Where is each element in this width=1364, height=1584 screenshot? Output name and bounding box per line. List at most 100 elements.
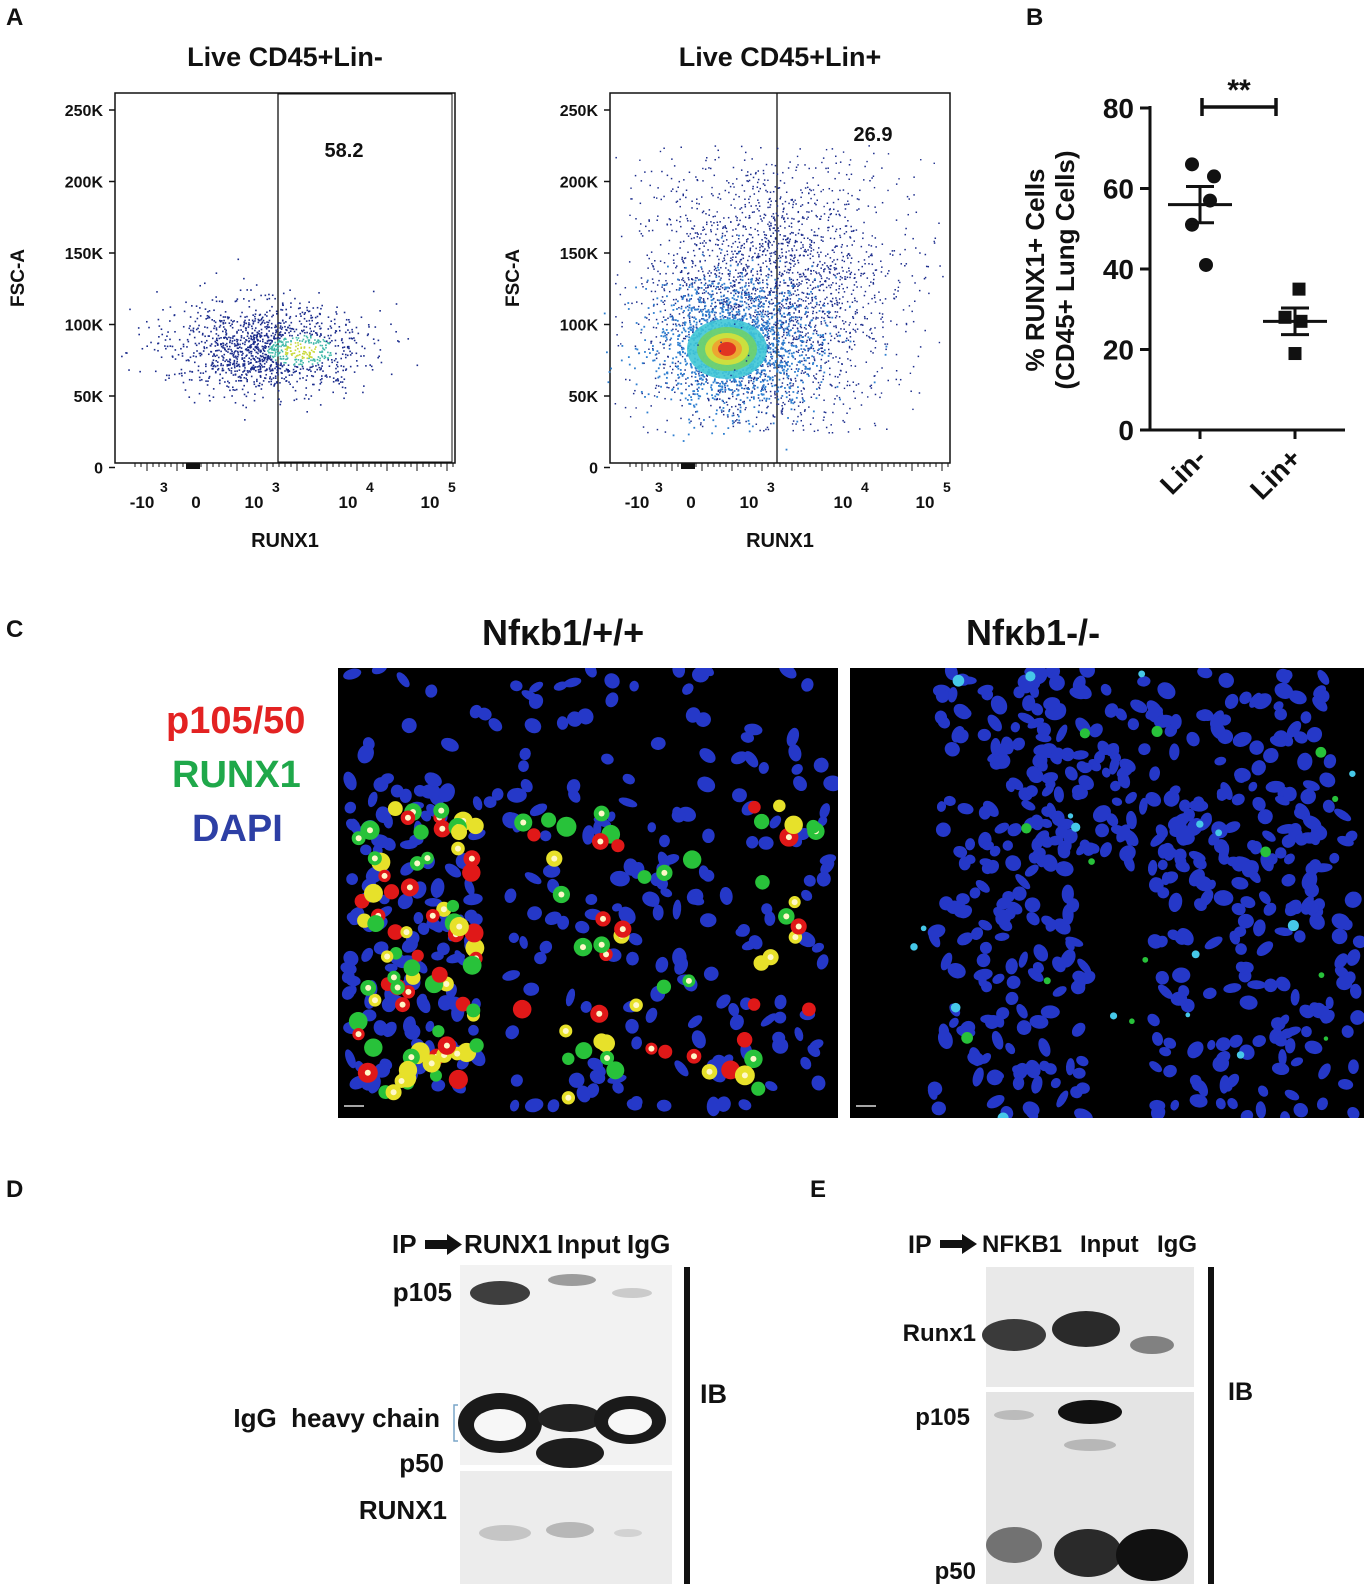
- western-blot-e: IP NFKB1 Input IgG Runx1 p105 p50 IB: [903, 1231, 1253, 1584]
- arrow-right-icon: [425, 1234, 462, 1255]
- ip-label-d: IP: [392, 1229, 417, 1259]
- micrograph-title-wt: Nfκb1/+/+: [482, 612, 645, 653]
- ib-label-e: IB: [1228, 1378, 1253, 1406]
- y-axis-label: % RUNX1+ Cells: [1020, 168, 1050, 371]
- y-tick-label: 150K: [65, 246, 104, 263]
- x-axis-label: RUNX1: [746, 530, 814, 552]
- y-tick-label: 40: [1103, 254, 1134, 285]
- y-tick-label: 60: [1103, 174, 1134, 205]
- y-tick-label: 250K: [560, 103, 599, 120]
- x-tick-exponent: 4: [861, 479, 869, 495]
- x-tick-label: 0: [191, 493, 200, 512]
- arrow-right-icon: [940, 1234, 977, 1254]
- x-category-label: Lin+: [1244, 442, 1307, 505]
- x-tick-label: 10: [245, 493, 264, 512]
- stain-legend-dapi: DAPI: [192, 808, 283, 850]
- stained-cells: [910, 670, 1356, 1118]
- x-tick-exponent: 3: [767, 479, 775, 495]
- row-label-runx1-e: Runx1: [903, 1320, 976, 1347]
- y-tick-label: 0: [1118, 415, 1134, 446]
- western-blot-d: IP RUNX1 Input IgG p105 IgG heavy chain …: [233, 1229, 727, 1584]
- x-tick-exponent: 5: [943, 479, 951, 495]
- row-label-p50-d: p50: [399, 1448, 444, 1478]
- data-point: [1185, 217, 1199, 232]
- y-tick-label: 80: [1103, 93, 1134, 124]
- y-axis-label: (CD45+ Lung Cells): [1050, 150, 1080, 389]
- panel-letter-a: A: [6, 4, 24, 31]
- ip-label-e: IP: [908, 1231, 932, 1259]
- panel-letter-b: B: [1026, 4, 1044, 31]
- lane-label-igg-e: IgG: [1157, 1231, 1197, 1258]
- flow-plot-lin-neg: 250K 200K 150K 100K 50K 0 -10 3 0 10 3 10 4 10 5 FSC-A R…: [8, 92, 456, 552]
- panel-letter-d: D: [6, 1176, 24, 1203]
- y-tick-label: 20: [1103, 335, 1134, 366]
- panel-letter-c: C: [6, 616, 24, 643]
- event-dots: [603, 145, 944, 451]
- y-axis-label: FSC-A: [8, 249, 29, 307]
- x-tick-exponent: 3: [272, 479, 280, 495]
- y-tick-label: 0: [94, 461, 103, 478]
- x-tick-label: -10: [130, 493, 155, 512]
- row-label-p50-e: p50: [935, 1558, 976, 1584]
- cell-nuclei: [927, 668, 1364, 1118]
- y-tick-label: 150K: [560, 246, 599, 263]
- cell-nuclei: [340, 668, 838, 1117]
- flow-plot-title-lin-pos: Live CD45+Lin+: [678, 42, 882, 72]
- x-axis-label: RUNX1: [251, 530, 319, 552]
- y-tick-label: 250K: [65, 103, 104, 120]
- lane-label-igg: IgG: [627, 1229, 670, 1259]
- y-tick-label: 100K: [560, 318, 599, 335]
- lane-label-input-e: Input: [1080, 1231, 1139, 1258]
- lane-label-nfkb1: NFKB1: [982, 1231, 1062, 1258]
- y-tick-label: 200K: [65, 175, 104, 192]
- flow-plot-title-lin-neg: Live CD45+Lin-: [187, 42, 383, 72]
- row-label-runx1-d: RUNX1: [359, 1495, 447, 1525]
- stain-legend-p105: p105/50: [166, 700, 306, 742]
- panel-letter-e: E: [810, 1176, 827, 1203]
- x-tick-label: 10: [421, 493, 440, 512]
- significance-label: **: [1227, 74, 1251, 107]
- x-tick-exponent: 3: [655, 479, 663, 495]
- x-tick-label: 10: [740, 493, 759, 512]
- y-axis-label: FSC-A: [503, 249, 524, 307]
- row-label-p105-e: p105: [915, 1404, 970, 1431]
- gate-percentage: 26.9: [854, 124, 893, 146]
- x-category-label: Lin-: [1154, 442, 1212, 500]
- x-tick-exponent: 3: [160, 479, 168, 495]
- event-dots: [121, 258, 419, 421]
- gate-percentage: 58.2: [325, 140, 364, 162]
- y-tick-label: 200K: [560, 175, 599, 192]
- micrograph-ko: [850, 668, 1364, 1118]
- lane-label-runx1: RUNX1: [464, 1229, 552, 1259]
- y-tick-label: 50K: [569, 389, 599, 406]
- data-point: [1199, 257, 1213, 272]
- data-point: [1207, 169, 1221, 184]
- stain-legend-runx1: RUNX1: [172, 754, 301, 796]
- ib-bar-d: [684, 1267, 690, 1584]
- y-tick-label: 100K: [65, 318, 104, 335]
- data-point: [1185, 157, 1199, 172]
- micrograph-title-ko: Nfκb1-/-: [966, 612, 1101, 653]
- scatter-chart-runx1: 0 20 40 60 80 Lin- Lin+ % RUNX1+ Cells (CD45+ Lu…: [1020, 74, 1345, 505]
- micrograph-wt: [338, 668, 838, 1118]
- ib-label-d: IB: [700, 1379, 727, 1409]
- x-tick-label: 0: [686, 493, 695, 512]
- x-tick-label: 10: [834, 493, 853, 512]
- data-point: [1288, 347, 1302, 361]
- x-tick-exponent: 5: [448, 479, 456, 495]
- gate-box: [277, 93, 453, 463]
- data-point: [1292, 282, 1306, 296]
- stained-cells: [348, 799, 825, 1105]
- ib-bar-e: [1208, 1267, 1214, 1584]
- x-tick-exponent: 4: [366, 479, 374, 495]
- row-label-igg-heavy-chain: IgG heavy chain: [233, 1403, 440, 1433]
- row-label-p105-d: p105: [393, 1277, 452, 1307]
- plot-frame: [114, 92, 456, 464]
- flow-plot-lin-pos: 250K 200K 150K 100K 50K 0 -10 3 0 10 3 10 4 10 5 FSC-A R…: [503, 92, 951, 552]
- plot-frame: [609, 92, 951, 464]
- x-tick-label: 10: [339, 493, 358, 512]
- x-tick-label: -10: [625, 493, 650, 512]
- y-tick-label: 50K: [74, 389, 104, 406]
- lane-label-input: Input: [557, 1229, 621, 1259]
- y-tick-label: 0: [589, 461, 598, 478]
